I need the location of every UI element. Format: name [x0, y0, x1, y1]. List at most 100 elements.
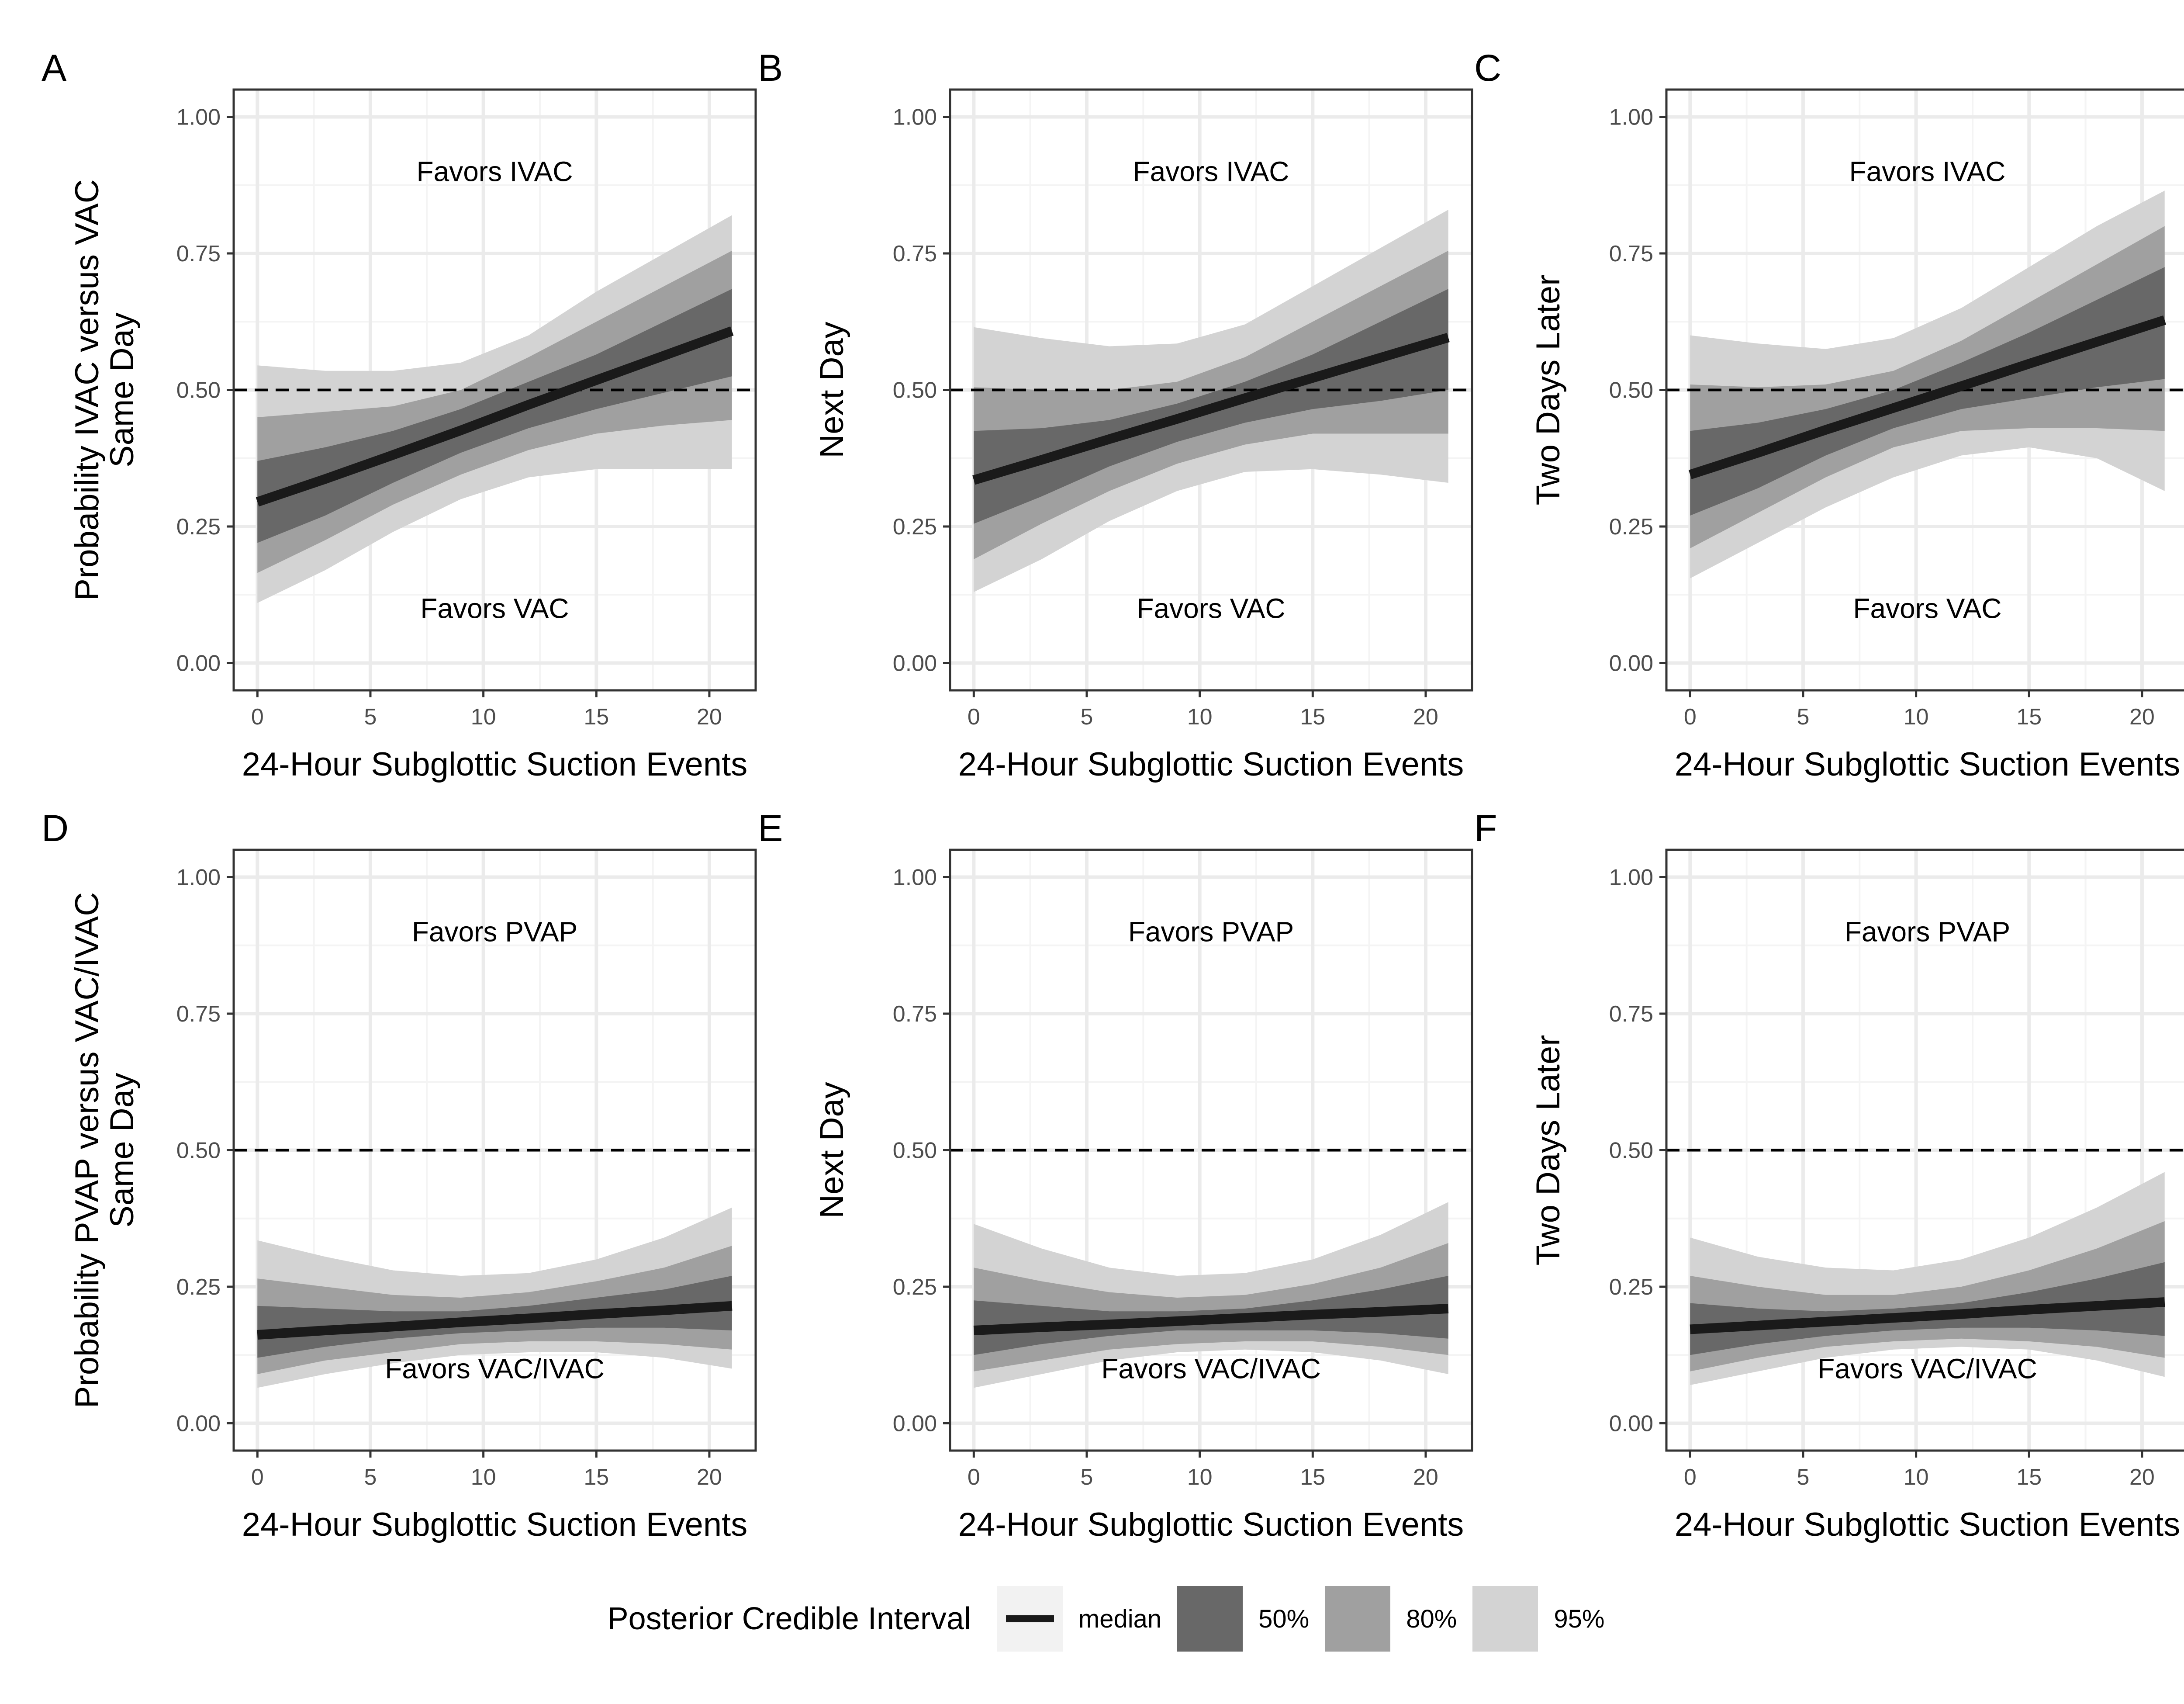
y-tick-label: 0.25 [176, 514, 221, 540]
y-tick-label: 0.75 [1609, 241, 1653, 267]
x-tick-label: 10 [471, 704, 496, 730]
y-axis-title: Probability IVAC versus VAC [69, 179, 106, 600]
annotation-bottom: Favors VAC [420, 593, 569, 624]
y-tick-label: 1.00 [176, 105, 221, 130]
x-axis-title: 24-Hour Subglottic Suction Events [242, 1506, 748, 1543]
x-tick-label: 0 [251, 1465, 264, 1490]
y-tick-label: 0.25 [1609, 514, 1653, 540]
legend-item-95: 95% [1472, 1586, 1604, 1652]
annotation-top: Favors IVAC [1133, 156, 1289, 187]
x-axis-title: 24-Hour Subglottic Suction Events [1675, 746, 2181, 783]
median-line [256, 326, 734, 507]
panel-e: Favors PVAP Favors VAC/IVAC 0 5 10 15 20 0.00 0.… [758, 807, 1473, 1543]
y-tick-label: 0.50 [1609, 1138, 1653, 1164]
annotation-bottom: Favors VAC/IVAC [1101, 1353, 1321, 1385]
band-50 [1690, 1262, 2165, 1355]
x-tick-label: 20 [697, 704, 722, 730]
legend-label-50: 50% [1258, 1604, 1310, 1633]
x-tick-label: 0 [968, 704, 980, 730]
panel-letter: F [1474, 807, 1497, 849]
y-tick-label: 0.25 [893, 1275, 937, 1300]
median-line [257, 1301, 733, 1340]
legend-item-50: 50% [1177, 1586, 1309, 1652]
x-tick-label: 15 [584, 1465, 609, 1490]
annotation-top: Favors IVAC [417, 156, 573, 187]
y-tick-label: 0.50 [893, 378, 937, 403]
panel-letter: E [758, 807, 783, 849]
y-tick-label: 1.00 [176, 865, 221, 890]
panel-d: Favors PVAP Favors VAC/IVAC 0 5 10 15 20 0.00 0.… [41, 807, 757, 1543]
x-tick-label: 0 [968, 1465, 980, 1490]
x-tick-label: 10 [471, 1465, 496, 1490]
y-tick-label: 0.75 [1609, 1001, 1653, 1027]
legend-item-median: median [997, 1586, 1161, 1652]
y-axis-title: Probability PVAP versus VAC/IVAC [69, 892, 106, 1408]
legend-key-95 [1472, 1586, 1538, 1652]
legend-key-50 [1177, 1586, 1243, 1652]
annotation-top: Favors PVAP [1128, 916, 1294, 948]
y-tick-label: 0.75 [893, 1001, 937, 1027]
x-tick-label: 0 [1684, 1465, 1697, 1490]
x-tick-label: 10 [1904, 704, 1929, 730]
y-tick-label: 0.00 [1609, 1411, 1653, 1437]
x-tick-label: 5 [1797, 1465, 1810, 1490]
annotation-bottom: Favors VAC/IVAC [385, 1353, 605, 1385]
x-tick-label: 5 [1081, 1465, 1093, 1490]
x-tick-label: 20 [2129, 704, 2155, 730]
x-tick-label: 20 [2129, 1465, 2155, 1490]
y-axis-title: Two Days Later [1530, 1035, 1567, 1266]
x-tick-label: 5 [1797, 704, 1810, 730]
x-tick-label: 20 [1413, 1465, 1438, 1490]
y-tick-label: 0.50 [176, 378, 221, 403]
x-tick-label: 10 [1187, 704, 1213, 730]
annotation-top: Favors PVAP [1845, 916, 2010, 948]
y-tick-label: 0.25 [1609, 1275, 1653, 1300]
panel-letter: D [41, 807, 69, 849]
y-tick-label: 0.00 [893, 1411, 937, 1437]
panel-c: Favors IVAC Favors VAC 0 5 10 15 20 0.00 0.25 0.5… [1474, 47, 2184, 783]
y-tick-label: 1.00 [893, 865, 937, 890]
x-tick-label: 15 [584, 704, 609, 730]
legend-label-80: 80% [1406, 1604, 1457, 1633]
legend-item-80: 80% [1325, 1586, 1457, 1652]
x-tick-label: 5 [364, 1465, 377, 1490]
x-tick-label: 15 [2016, 1465, 2042, 1490]
y-tick-label: 0.75 [893, 241, 937, 267]
x-tick-label: 5 [1081, 704, 1093, 730]
x-axis-title: 24-Hour Subglottic Suction Events [958, 746, 1464, 783]
x-tick-label: 0 [251, 704, 264, 730]
annotation-bottom: Favors VAC/IVAC [1818, 1353, 2037, 1385]
x-axis-title: 24-Hour Subglottic Suction Events [958, 1506, 1464, 1543]
y-tick-label: 0.50 [893, 1138, 937, 1164]
x-tick-label: 15 [1300, 704, 1325, 730]
panel-b: Favors IVAC Favors VAC 0 5 10 15 20 0.00 0.25 0.5… [758, 47, 1473, 783]
annotation-top: Favors IVAC [1849, 156, 2006, 187]
annotation-bottom: Favors VAC [1853, 593, 2001, 624]
x-tick-label: 5 [364, 704, 377, 730]
median-line [1690, 1297, 2165, 1334]
y-tick-label: 1.00 [893, 105, 937, 130]
median-line [972, 332, 1450, 485]
x-tick-label: 20 [1413, 704, 1438, 730]
y-axis-title: Next Day [813, 1082, 850, 1219]
panel-letter: C [1474, 47, 1501, 89]
x-tick-label: 15 [1300, 1465, 1325, 1490]
panel-letter: B [758, 47, 783, 89]
y-tick-label: 0.50 [1609, 378, 1653, 403]
y-tick-label: 0.25 [176, 1275, 221, 1300]
x-axis-title: 24-Hour Subglottic Suction Events [242, 746, 748, 783]
y-axis-title: Next Day [813, 322, 850, 458]
median-line [973, 1304, 1449, 1335]
x-axis-title: 24-Hour Subglottic Suction Events [1675, 1506, 2181, 1543]
legend-label-95: 95% [1554, 1604, 1605, 1633]
legend: Posterior Credible Interval median 50% 8… [0, 1582, 2184, 1656]
x-tick-label: 0 [1684, 704, 1697, 730]
y-tick-label: 0.75 [176, 1001, 221, 1027]
legend-label-median: median [1078, 1604, 1162, 1633]
band-80 [974, 1243, 1448, 1372]
y-tick-label: 0.50 [176, 1138, 221, 1164]
y-tick-label: 0.00 [893, 651, 937, 676]
annotation-bottom: Favors VAC [1137, 593, 1285, 624]
legend-key-80 [1325, 1586, 1391, 1652]
